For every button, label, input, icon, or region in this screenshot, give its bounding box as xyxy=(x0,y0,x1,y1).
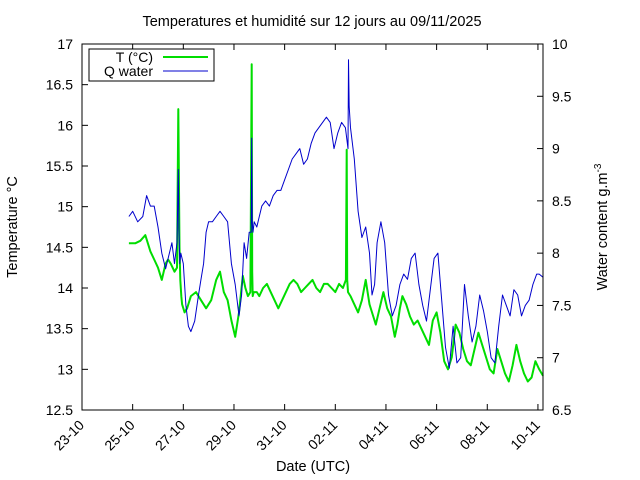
series-line-water xyxy=(128,59,544,369)
left-y-tick-label-7: 16 xyxy=(57,117,73,133)
left-y-tick-label-3: 14 xyxy=(57,280,73,296)
series-line-temperature xyxy=(128,63,544,383)
plot-frame xyxy=(81,43,544,411)
left-y-tick-label-9: 17 xyxy=(57,36,73,52)
legend-box xyxy=(88,48,215,82)
left-y-tick-label-1: 13 xyxy=(57,361,73,377)
right-y-tick-label-0: 6.5 xyxy=(552,402,572,418)
legend-label-water: Q water xyxy=(104,63,153,79)
right-y-tick-label-7: 10 xyxy=(552,36,568,52)
right-y-tick-label-3: 8 xyxy=(552,245,560,261)
series-layer xyxy=(128,59,544,383)
x-axis-label: Date (UTC) xyxy=(276,459,350,475)
left-y-tick-label-8: 16.5 xyxy=(46,77,73,93)
left-y-tick-label-6: 15.5 xyxy=(46,158,73,174)
left-y-tick-label-2: 13.5 xyxy=(46,321,73,337)
right-y-tick-label-6: 9.5 xyxy=(552,88,572,104)
right-y-axis-label: Water content g.m-3 xyxy=(593,163,611,290)
right-y-tick-label-4: 8.5 xyxy=(552,193,572,209)
left-y-tick-label-5: 15 xyxy=(57,199,73,215)
left-y-tick-label-0: 12.5 xyxy=(46,402,73,418)
legend: T (°C) Q water xyxy=(88,48,215,82)
right-y-tick-label-5: 9 xyxy=(552,141,560,157)
chart-title: Temperatures et humidité sur 12 jours au… xyxy=(142,14,481,30)
right-y-axis-label-main: Water content g.m xyxy=(595,172,611,290)
legend-label-temperature: T (°C) xyxy=(116,49,153,65)
left-y-axis-label: Temperature °C xyxy=(5,176,21,278)
right-y-tick-label-2: 7.5 xyxy=(552,297,572,313)
right-y-tick-label-1: 7 xyxy=(552,350,560,366)
left-y-tick-label-4: 14.5 xyxy=(46,239,73,255)
right-y-axis-label-sup: -3 xyxy=(593,163,604,172)
